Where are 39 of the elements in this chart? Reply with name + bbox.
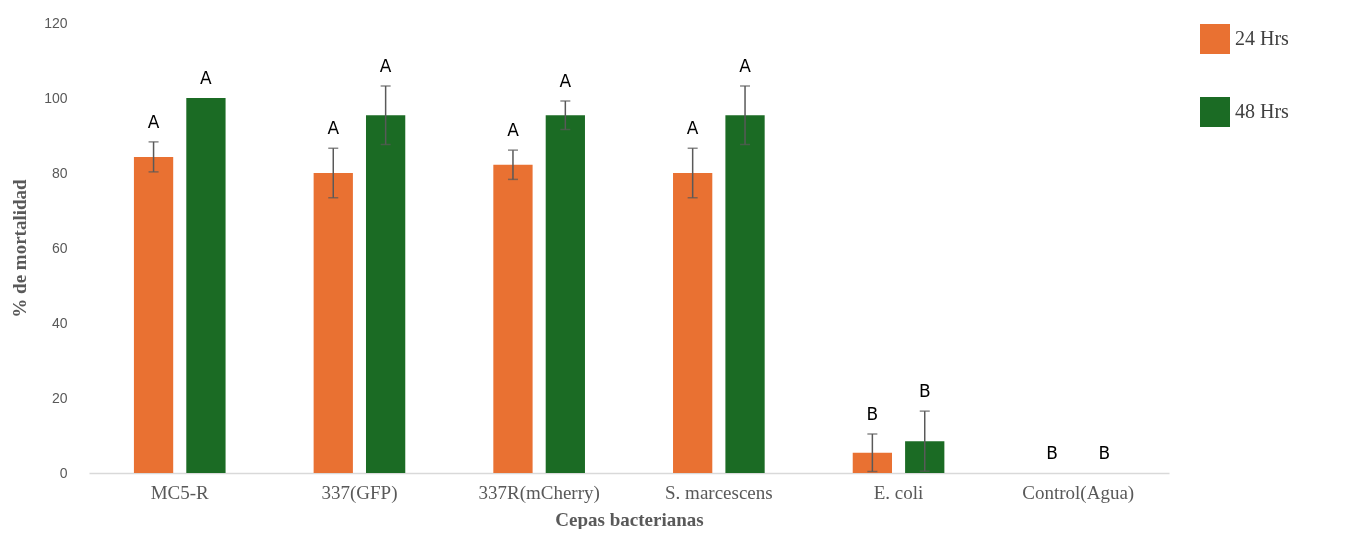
y-tick-label: 40 [51, 314, 68, 331]
annotation: B [1098, 443, 1111, 463]
bar [673, 173, 713, 473]
y-tick-label: 0 [59, 464, 68, 481]
annotation: A [507, 120, 520, 141]
bar [133, 156, 174, 473]
x-tick-label: Control(Agua) [1022, 481, 1135, 504]
annotation: B [1046, 443, 1058, 463]
annotation: A [686, 118, 699, 139]
bar [852, 452, 892, 473]
annotation: A [739, 56, 752, 76]
x-tick-label: MC5-R [150, 481, 210, 503]
legend-label: 24 Hrs [1235, 27, 1290, 49]
x-tick-label: 337R(mCherry) [478, 481, 600, 504]
x-tick-label: S. marcescens [665, 481, 773, 503]
annotation: A [379, 56, 392, 76]
y-tick-label: 60 [51, 239, 68, 256]
annotation: B [918, 381, 931, 402]
y-tick-label: 80 [51, 164, 68, 181]
x-tick-label: E. coli [873, 481, 924, 503]
bar [186, 98, 226, 473]
y-axis-title: % de mortalidad [9, 178, 31, 318]
annotation: A [327, 118, 340, 139]
bar [545, 115, 585, 473]
legend-label: 48 Hrs [1235, 100, 1290, 122]
annotation: A [200, 68, 213, 88]
annotation: B [866, 404, 879, 424]
bar [493, 164, 533, 473]
annotation: A [559, 71, 572, 91]
bar [725, 115, 765, 473]
x-tick-label: 337(GFP) [321, 481, 398, 504]
y-tick-label: 20 [51, 389, 68, 406]
y-tick-label: 120 [44, 14, 68, 31]
annotation: A [147, 111, 160, 132]
bar [905, 441, 945, 473]
y-tick-label: 100 [44, 89, 68, 106]
bar [366, 115, 406, 473]
x-axis-title: Cepas bacterianas [555, 508, 704, 530]
bar [313, 173, 353, 473]
